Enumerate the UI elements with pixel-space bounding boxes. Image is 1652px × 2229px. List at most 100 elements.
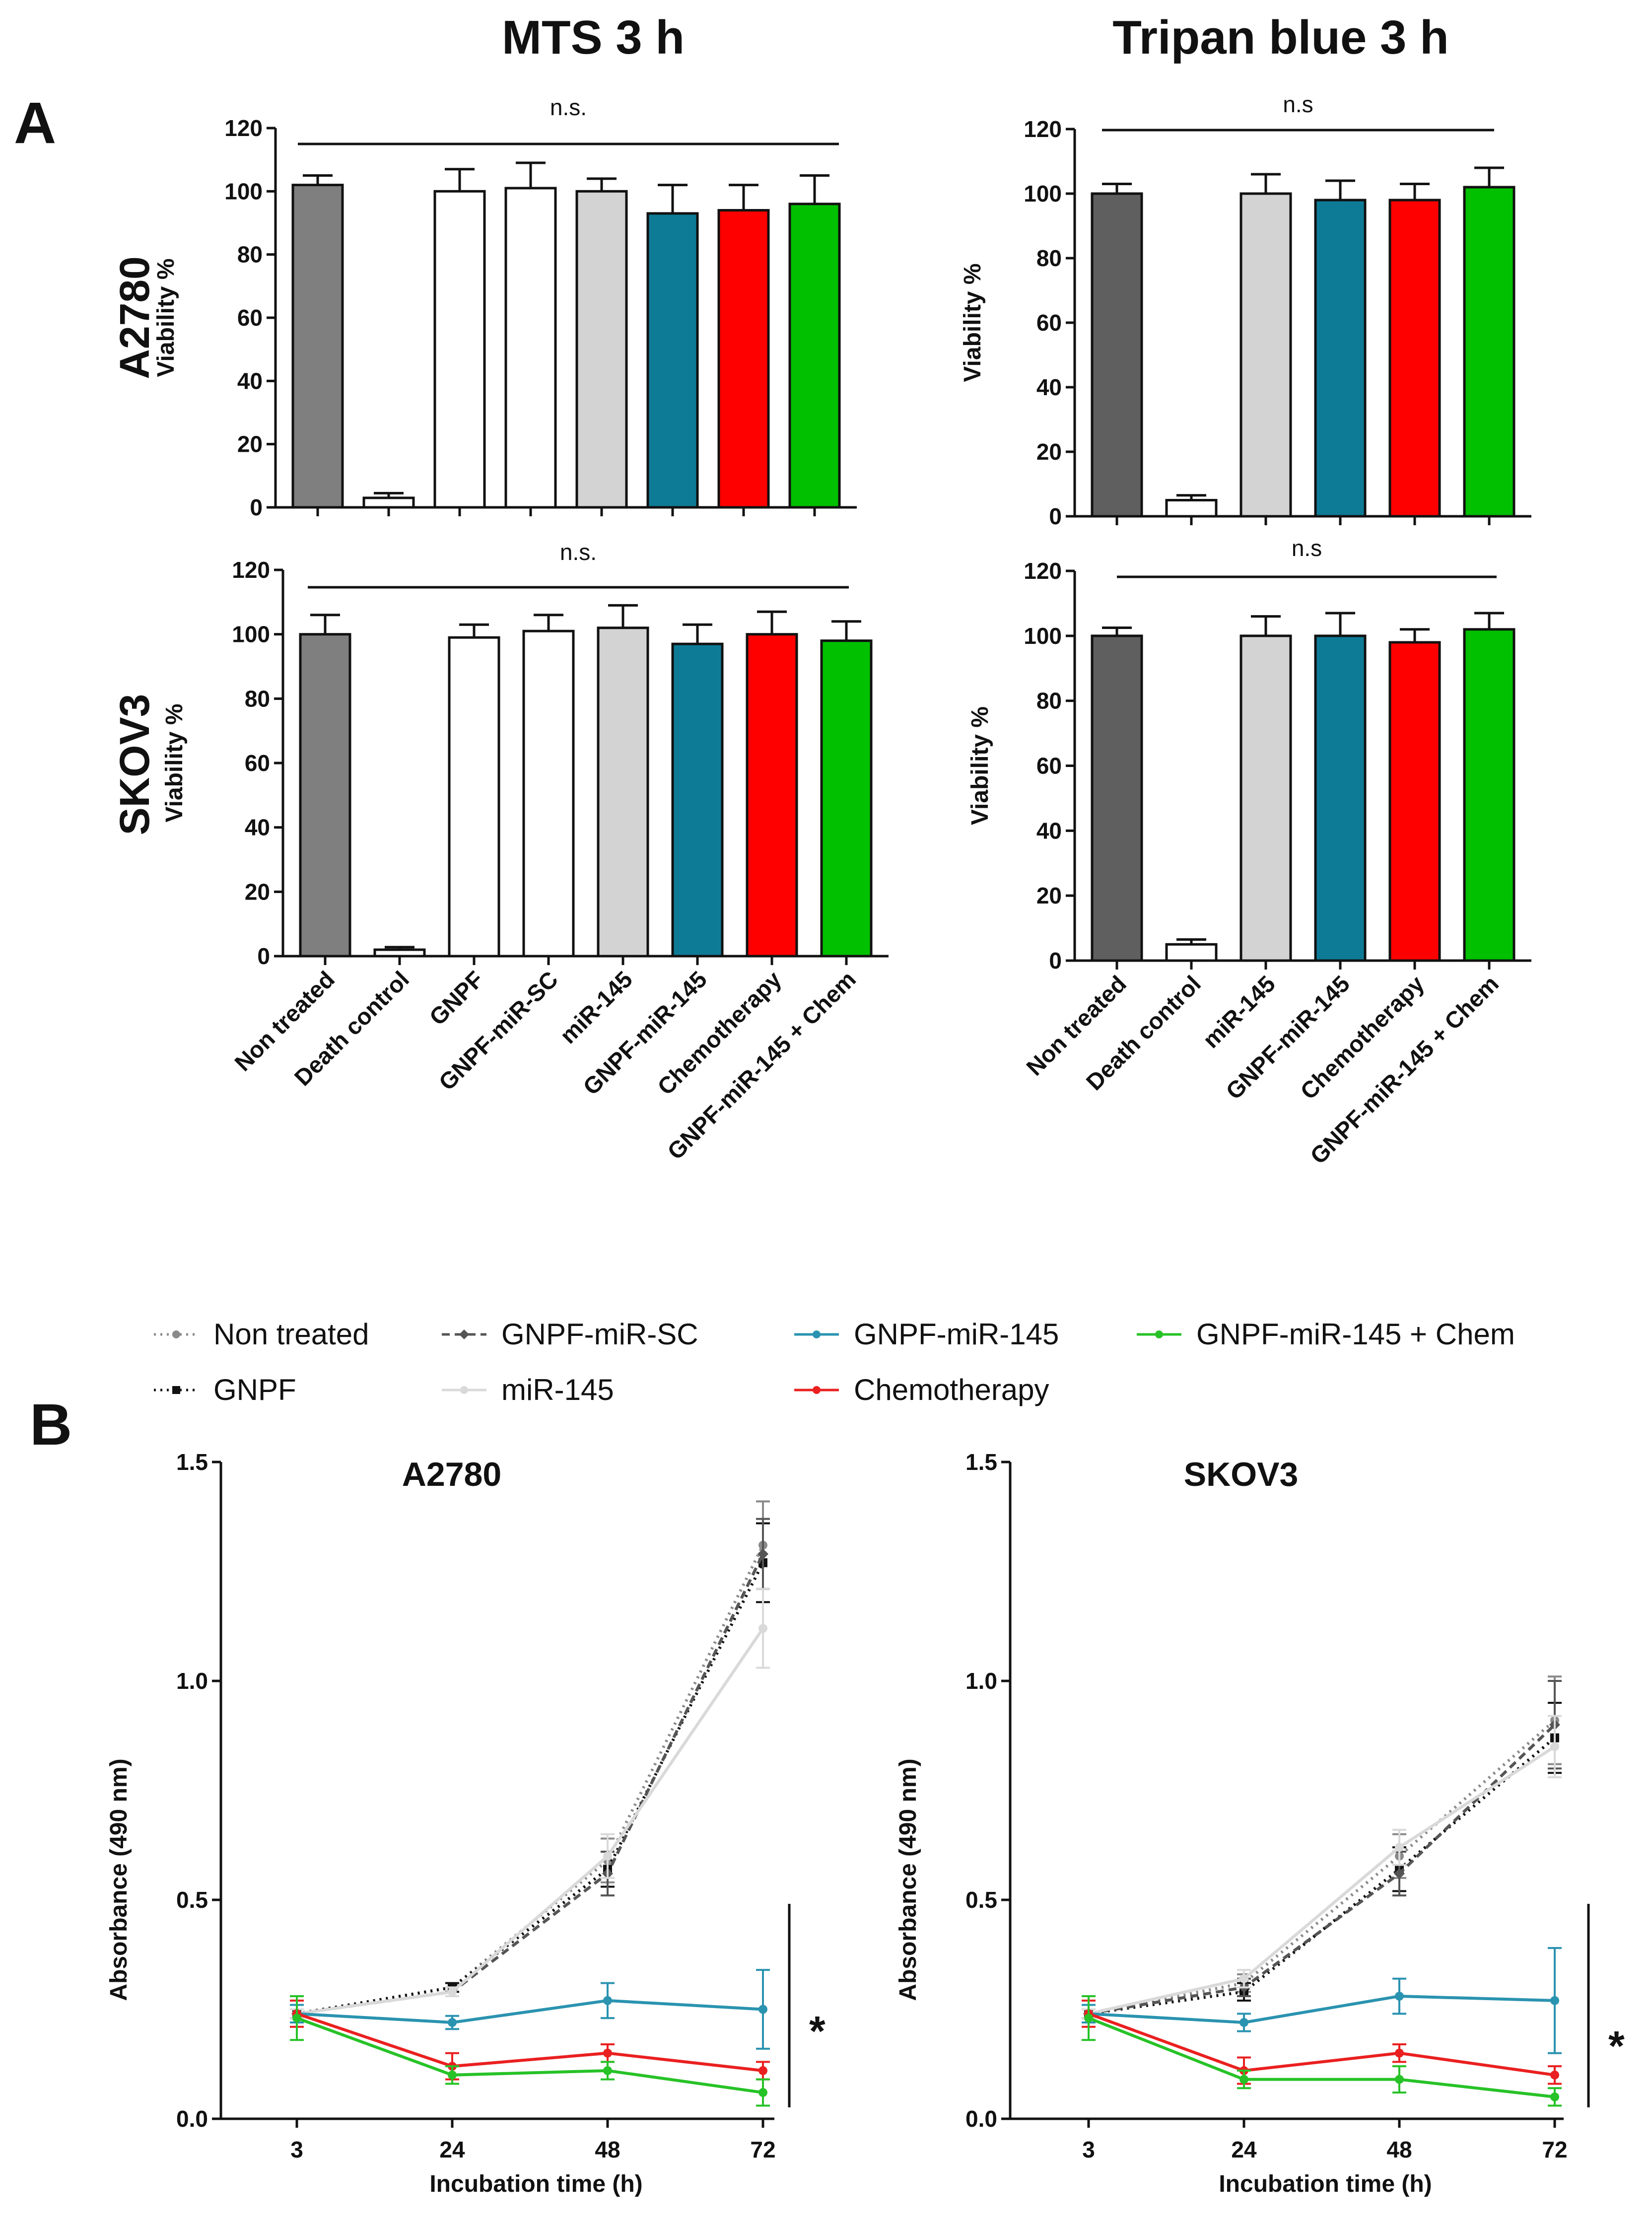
significance-label: n.s. xyxy=(550,94,587,120)
x-tick-label: 3 xyxy=(290,2137,303,2162)
series-line xyxy=(1088,2017,1555,2098)
bar xyxy=(1091,634,1143,962)
marker-circle xyxy=(1239,2075,1248,2084)
marker-circle xyxy=(603,1996,612,2005)
y-tick-label: 0.0 xyxy=(965,2106,997,2132)
column-title-tripan: Tripan blue 3 h xyxy=(1112,11,1448,64)
legend-label: Chemotherapy xyxy=(854,1373,1049,1406)
panel-b-line-charts: 0.0 0.5 1.0 1.5 3 24 48 72 A2780 Absorbance (490 … xyxy=(106,1449,1625,2197)
marker-circle xyxy=(1239,1974,1248,1983)
x-tick-label: 48 xyxy=(595,2137,620,2162)
series-line xyxy=(296,1627,764,2016)
x-tick-label: 24 xyxy=(439,2137,465,2162)
marker-circle xyxy=(460,1386,468,1394)
legend-label: GNPF-miR-SC xyxy=(501,1318,698,1351)
y-tick-label: 0.5 xyxy=(965,1887,997,1913)
y-tick-label: 0.5 xyxy=(176,1887,208,1913)
series-gnpf-mir-145-chem xyxy=(1082,1995,1562,2107)
y-tick-label: 20 xyxy=(237,431,263,457)
y-tick-label: 80 xyxy=(1036,688,1062,714)
y-axis-label: Absorbance (490 nm) xyxy=(895,1758,921,2001)
y-axis-label: Viability % xyxy=(960,263,986,382)
bar xyxy=(373,948,426,958)
row-label-skov3: SKOV3 xyxy=(111,694,158,836)
y-tick-label: 40 xyxy=(1036,374,1062,400)
marker-circle xyxy=(758,2005,767,2014)
y-tick-label: 80 xyxy=(245,686,270,711)
y-tick-label: 0.0 xyxy=(176,2106,208,2132)
y-tick-label: 100 xyxy=(232,622,270,647)
series-line xyxy=(1088,1719,1556,2016)
bar xyxy=(1239,192,1292,518)
marker-circle xyxy=(172,1330,180,1338)
line-chart-1: 0.0 0.5 1.0 1.5 3 24 48 72 A2780 Absorbance (490 … xyxy=(106,1449,826,2197)
marker-circle xyxy=(1395,2075,1404,2084)
bar xyxy=(1165,499,1218,518)
bar xyxy=(1165,943,1218,962)
bar xyxy=(433,190,486,509)
legend-entry: Chemotherapy xyxy=(794,1373,1049,1406)
y-tick-label: 0 xyxy=(250,494,263,520)
y-tick-label: 0 xyxy=(1049,948,1062,974)
series-line xyxy=(1088,1995,1555,2024)
bar xyxy=(448,636,500,958)
marker-circle xyxy=(813,1330,821,1338)
marker-circle xyxy=(1395,2048,1404,2058)
y-tick-label: 40 xyxy=(1036,818,1062,843)
marker-circle xyxy=(758,2088,767,2097)
legend-entry: Non treated xyxy=(154,1318,369,1351)
legend-label: miR-145 xyxy=(501,1373,614,1406)
marker-circle xyxy=(448,2018,457,2027)
series-line xyxy=(296,1999,763,2024)
marker-square xyxy=(172,1386,180,1394)
bar xyxy=(746,633,798,958)
bar-chart-1: 0 20 40 60 80 100 120 Viability % n.s. xyxy=(153,94,857,520)
legend-entry: GNPF-miR-SC xyxy=(442,1318,698,1351)
significance-label: n.s xyxy=(1292,535,1322,561)
x-tick-label: 3 xyxy=(1082,2137,1095,2162)
marker-circle xyxy=(1084,2014,1093,2023)
legend-entry: GNPF xyxy=(154,1373,296,1406)
y-axis-label: Viability % xyxy=(967,706,993,825)
legend-entry: GNPF-miR-145 xyxy=(794,1318,1059,1351)
bar xyxy=(1388,641,1441,962)
marker-diamond xyxy=(459,1329,469,1339)
y-tick-label: 40 xyxy=(245,815,270,840)
y-tick-label: 60 xyxy=(1036,310,1062,336)
y-tick-label: 100 xyxy=(1024,181,1062,207)
legend: Non treated GNPF GNPF-miR-SC miR-145 GNPF-mi… xyxy=(154,1318,1515,1406)
panel-label-b: B xyxy=(30,1392,72,1458)
bar xyxy=(1463,628,1515,962)
y-axis-label: Viability % xyxy=(161,703,188,822)
series-line xyxy=(296,2012,763,2072)
y-tick-label: 20 xyxy=(1036,883,1062,908)
legend-label: Non treated xyxy=(213,1318,369,1351)
bar xyxy=(362,496,415,509)
legend-entry: miR-145 xyxy=(442,1373,614,1406)
y-tick-label: 0 xyxy=(257,943,270,969)
y-tick-label: 60 xyxy=(237,305,263,331)
bar xyxy=(597,627,649,958)
marker-circle xyxy=(1550,2070,1559,2080)
series-line xyxy=(1088,1745,1556,2016)
marker-diamond xyxy=(1394,1868,1405,1880)
line-chart-2: 0.0 0.5 1.0 1.5 3 24 48 72 SKOV3 Absorbance (490 … xyxy=(895,1449,1625,2197)
marker-circle xyxy=(1550,1996,1559,2005)
series-line xyxy=(1088,1737,1556,2016)
marker-circle xyxy=(1239,2018,1248,2027)
chart-title: SKOV3 xyxy=(1184,1456,1299,1493)
legend-label: GNPF-miR-145 + Chem xyxy=(1196,1318,1515,1351)
x-tick-label: 72 xyxy=(1542,2137,1567,2162)
y-tick-label: 100 xyxy=(224,178,263,204)
marker-circle xyxy=(1155,1330,1163,1338)
series-line xyxy=(1088,2012,1555,2077)
panel-label-a: A xyxy=(14,90,56,156)
marker-circle xyxy=(1395,1843,1404,1852)
column-title-mts: MTS 3 h xyxy=(502,11,685,64)
x-axis-label: Incubation time (h) xyxy=(429,2171,642,2197)
significance-label: n.s. xyxy=(560,539,597,565)
bar xyxy=(788,203,841,509)
y-tick-label: 60 xyxy=(1036,753,1062,779)
bar xyxy=(1091,192,1143,518)
bar xyxy=(575,190,628,509)
